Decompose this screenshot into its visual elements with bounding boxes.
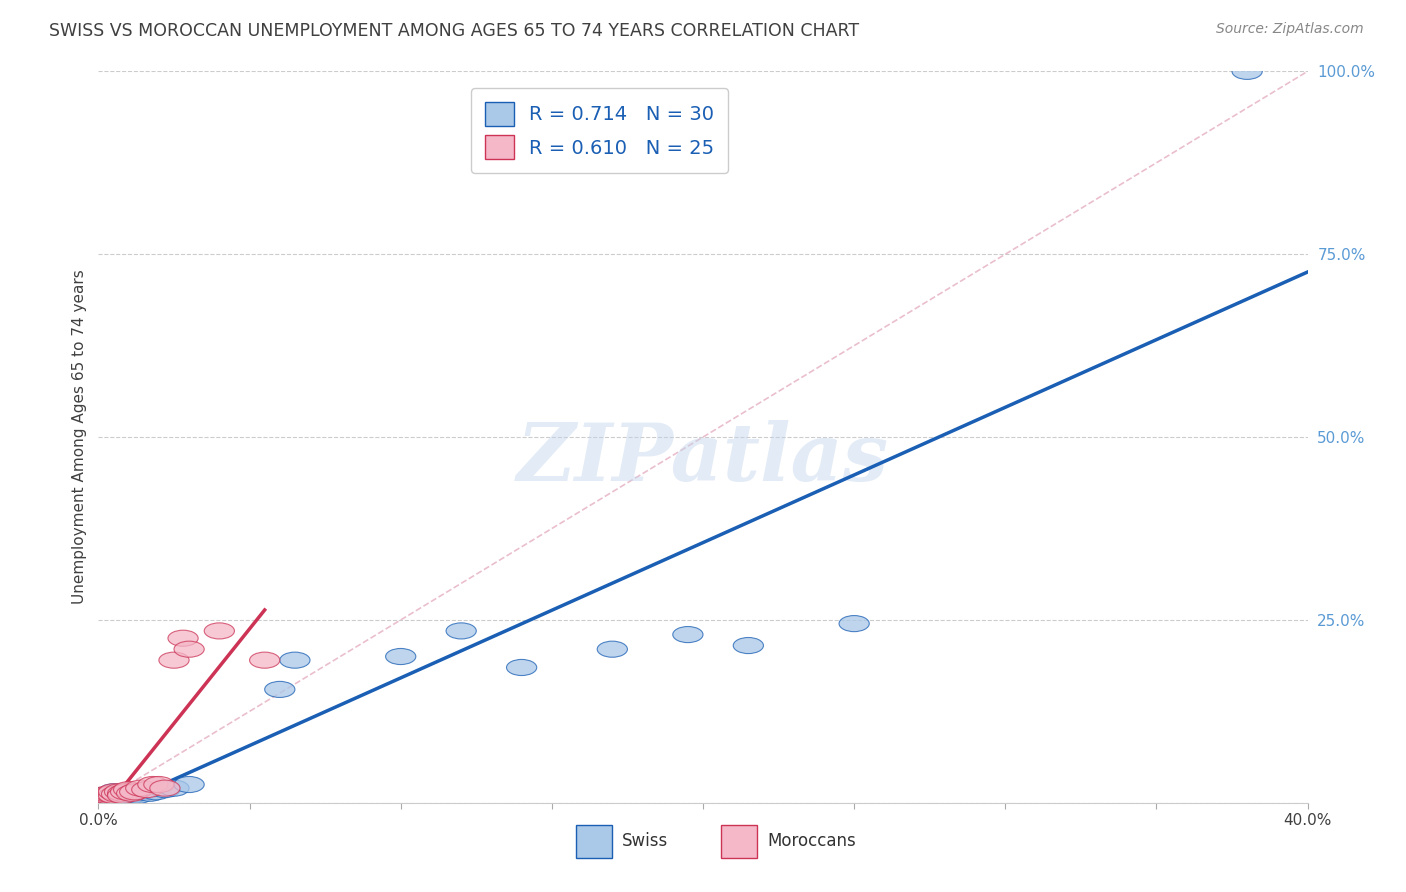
Ellipse shape	[86, 788, 117, 804]
Ellipse shape	[129, 784, 159, 800]
Text: Moroccans: Moroccans	[768, 832, 856, 850]
Ellipse shape	[143, 776, 174, 793]
Ellipse shape	[117, 788, 146, 804]
Ellipse shape	[125, 780, 156, 797]
Ellipse shape	[111, 786, 141, 802]
Ellipse shape	[150, 780, 180, 797]
Ellipse shape	[98, 788, 129, 804]
Ellipse shape	[138, 776, 167, 793]
Text: ZIPatlas: ZIPatlas	[517, 420, 889, 498]
FancyBboxPatch shape	[576, 825, 613, 858]
Ellipse shape	[120, 786, 150, 802]
Ellipse shape	[174, 641, 204, 657]
Ellipse shape	[93, 788, 122, 804]
Ellipse shape	[96, 786, 125, 802]
Ellipse shape	[120, 784, 150, 800]
Ellipse shape	[141, 784, 172, 800]
Ellipse shape	[107, 788, 138, 804]
Ellipse shape	[135, 785, 165, 801]
Ellipse shape	[98, 784, 129, 800]
Ellipse shape	[107, 788, 138, 804]
Ellipse shape	[506, 659, 537, 675]
Ellipse shape	[1232, 63, 1263, 79]
Ellipse shape	[673, 626, 703, 642]
Ellipse shape	[96, 786, 125, 802]
Ellipse shape	[104, 784, 135, 800]
Ellipse shape	[167, 630, 198, 647]
Ellipse shape	[150, 781, 180, 797]
Text: Source: ZipAtlas.com: Source: ZipAtlas.com	[1216, 22, 1364, 37]
Ellipse shape	[104, 786, 135, 802]
Ellipse shape	[93, 786, 122, 802]
Ellipse shape	[264, 681, 295, 698]
Ellipse shape	[117, 785, 146, 801]
Ellipse shape	[174, 776, 204, 793]
Legend: R = 0.714   N = 30, R = 0.610   N = 25: R = 0.714 N = 30, R = 0.610 N = 25	[471, 88, 728, 173]
Ellipse shape	[446, 623, 477, 639]
Ellipse shape	[280, 652, 311, 668]
Ellipse shape	[98, 788, 129, 804]
Ellipse shape	[159, 780, 188, 797]
Ellipse shape	[132, 781, 162, 797]
Ellipse shape	[98, 784, 129, 800]
Ellipse shape	[385, 648, 416, 665]
Ellipse shape	[111, 784, 141, 800]
Ellipse shape	[122, 788, 153, 804]
Ellipse shape	[598, 641, 627, 657]
Ellipse shape	[159, 652, 188, 668]
Ellipse shape	[101, 789, 132, 805]
Ellipse shape	[86, 789, 117, 805]
Ellipse shape	[839, 615, 869, 632]
Ellipse shape	[90, 789, 120, 805]
Ellipse shape	[734, 638, 763, 654]
Ellipse shape	[204, 623, 235, 639]
Ellipse shape	[90, 788, 120, 804]
Y-axis label: Unemployment Among Ages 65 to 74 years: Unemployment Among Ages 65 to 74 years	[72, 269, 87, 605]
Ellipse shape	[114, 789, 143, 805]
Text: Swiss: Swiss	[621, 832, 668, 850]
Ellipse shape	[114, 781, 143, 797]
Text: SWISS VS MOROCCAN UNEMPLOYMENT AMONG AGES 65 TO 74 YEARS CORRELATION CHART: SWISS VS MOROCCAN UNEMPLOYMENT AMONG AGE…	[49, 22, 859, 40]
FancyBboxPatch shape	[721, 825, 758, 858]
Ellipse shape	[107, 785, 138, 801]
Ellipse shape	[93, 788, 122, 804]
Ellipse shape	[101, 786, 132, 802]
Ellipse shape	[250, 652, 280, 668]
